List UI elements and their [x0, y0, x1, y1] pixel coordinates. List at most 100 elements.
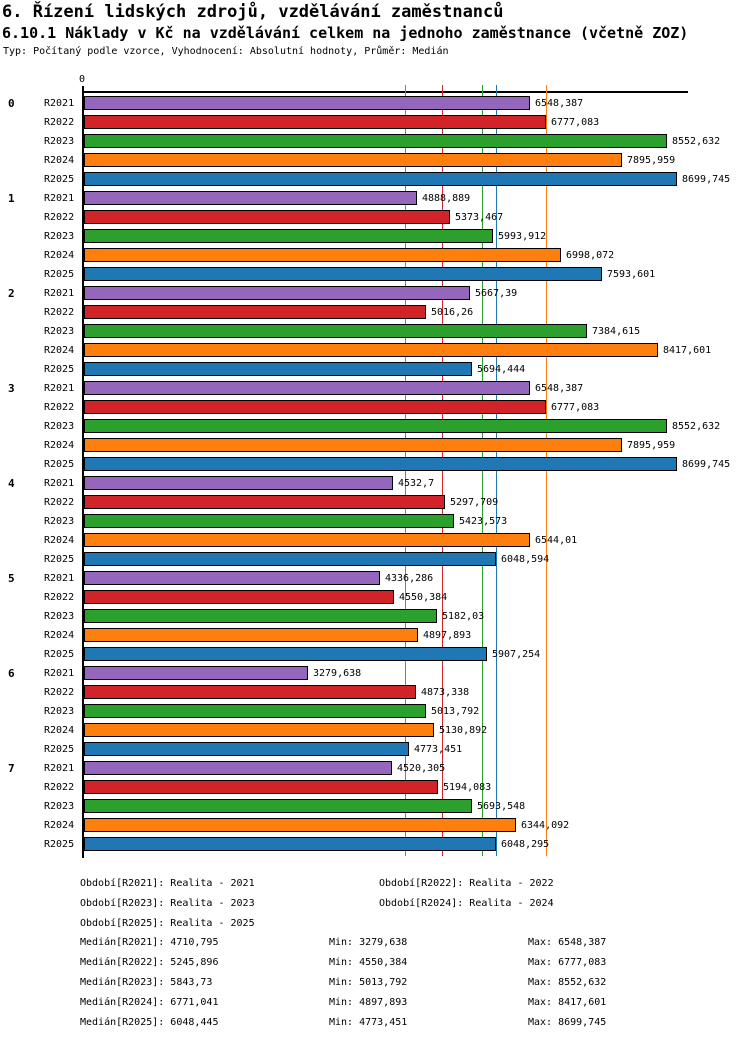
series-row-label: R2024 — [44, 630, 75, 641]
bar-value-label: 8699,745 — [682, 459, 731, 470]
bar-value-label: 5016,26 — [431, 307, 474, 318]
bar-value-label: 5694,444 — [477, 364, 526, 375]
min-value: Min: 3279,638 — [329, 937, 408, 948]
bar-value-label: 4873,338 — [421, 687, 470, 698]
bar-R2021-group-0 — [84, 96, 530, 110]
group-label: 6 — [8, 667, 15, 680]
legend-entry: Období[R2022]: Realita - 2022 — [379, 878, 554, 889]
series-row-label: R2021 — [44, 98, 75, 109]
series-row-label: R2023 — [44, 231, 75, 242]
bar-value-label: 4897,893 — [423, 630, 472, 641]
bar-value-label: 6548,387 — [535, 383, 584, 394]
series-row-label: R2021 — [44, 478, 75, 489]
bar-R2021-group-2 — [84, 286, 470, 300]
min-value: Min: 4897,893 — [329, 997, 408, 1008]
bar-value-label: 7384,615 — [592, 326, 641, 337]
series-row-label: R2024 — [44, 250, 75, 261]
bar-R2023-group-3 — [84, 419, 667, 433]
series-row-label: R2025 — [44, 364, 75, 375]
bar-value-label: 5194,083 — [443, 782, 492, 793]
bar-value-label: 6048,295 — [501, 839, 550, 850]
series-row-label: R2021 — [44, 763, 75, 774]
bar-R2022-group-0 — [84, 115, 546, 129]
bar-value-label: 5693,548 — [477, 801, 526, 812]
bar-R2021-group-6 — [84, 666, 308, 680]
bar-value-label: 7895,959 — [627, 155, 676, 166]
bar-R2023-group-2 — [84, 324, 587, 338]
bar-R2022-group-5 — [84, 590, 394, 604]
bar-R2024-group-4 — [84, 533, 530, 547]
group-label: 7 — [8, 762, 15, 775]
bar-R2023-group-6 — [84, 704, 426, 718]
bar-value-label: 5373,467 — [455, 212, 504, 223]
bar-R2022-group-6 — [84, 685, 416, 699]
x-axis-zero-tick-label: 0 — [78, 74, 86, 85]
median-value: Medián[R2022]: 5245,896 — [80, 957, 219, 968]
series-row-label: R2024 — [44, 535, 75, 546]
series-row-label: R2022 — [44, 402, 75, 413]
bar-R2024-group-0 — [84, 153, 622, 167]
bar-value-label: 6777,083 — [551, 402, 600, 413]
series-row-label: R2024 — [44, 725, 75, 736]
series-row-label: R2025 — [44, 459, 75, 470]
bar-R2021-group-1 — [84, 191, 417, 205]
series-row-label: R2023 — [44, 326, 75, 337]
series-row-label: R2022 — [44, 497, 75, 508]
bar-R2025-group-0 — [84, 172, 677, 186]
bar-value-label: 5667,39 — [475, 288, 518, 299]
bar-value-label: 8417,601 — [663, 345, 712, 356]
series-row-label: R2023 — [44, 516, 75, 527]
legend-entry: Období[R2025]: Realita - 2025 — [80, 918, 255, 929]
max-value: Max: 8552,632 — [528, 977, 607, 988]
bar-R2022-group-4 — [84, 495, 445, 509]
max-value: Max: 8699,745 — [528, 1017, 607, 1028]
series-row-label: R2024 — [44, 820, 75, 831]
series-row-label: R2022 — [44, 592, 75, 603]
page-title: 6. Řízení lidských zdrojů, vzdělávání za… — [2, 2, 504, 22]
series-row-label: R2025 — [44, 839, 75, 850]
series-row-label: R2022 — [44, 307, 75, 318]
bar-value-label: 5907,254 — [492, 649, 541, 660]
series-row-label: R2022 — [44, 782, 75, 793]
bar-R2021-group-4 — [84, 476, 393, 490]
chart-subtitle: Typ: Počítaný podle vzorce, Vyhodnocení:… — [3, 46, 449, 57]
median-value: Medián[R2025]: 6048,445 — [80, 1017, 219, 1028]
bar-value-label: 6777,083 — [551, 117, 600, 128]
min-value: Min: 4773,451 — [329, 1017, 408, 1028]
series-row-label: R2021 — [44, 193, 75, 204]
bar-R2021-group-3 — [84, 381, 530, 395]
series-row-label: R2025 — [44, 269, 75, 280]
series-row-label: R2022 — [44, 212, 75, 223]
legend-entry: Období[R2023]: Realita - 2023 — [80, 898, 255, 909]
bar-value-label: 4336,286 — [385, 573, 434, 584]
bar-value-label: 4550,384 — [399, 592, 448, 603]
min-value: Min: 5013,792 — [329, 977, 408, 988]
chart-title: 6.10.1 Náklady v Kč na vzdělávání celkem… — [2, 24, 689, 42]
series-row-label: R2023 — [44, 801, 75, 812]
bar-value-label: 4520,305 — [397, 763, 446, 774]
bar-R2022-group-7 — [84, 780, 438, 794]
bar-R2025-group-5 — [84, 647, 487, 661]
bar-value-label: 4532,7 — [398, 478, 435, 489]
bar-R2025-group-6 — [84, 742, 409, 756]
series-row-label: R2025 — [44, 174, 75, 185]
median-value: Medián[R2021]: 4710,795 — [80, 937, 219, 948]
min-value: Min: 4550,384 — [329, 957, 408, 968]
bar-R2025-group-4 — [84, 552, 496, 566]
series-row-label: R2021 — [44, 288, 75, 299]
group-label: 5 — [8, 572, 15, 585]
median-value: Medián[R2023]: 5843,73 — [80, 977, 213, 988]
max-value: Max: 6777,083 — [528, 957, 607, 968]
legend-entry: Období[R2021]: Realita - 2021 — [80, 878, 255, 889]
bar-value-label: 6048,594 — [501, 554, 550, 565]
bar-R2025-group-7 — [84, 837, 496, 851]
bar-R2022-group-2 — [84, 305, 426, 319]
bar-R2023-group-5 — [84, 609, 437, 623]
bar-value-label: 5423,573 — [459, 516, 508, 527]
group-label: 0 — [8, 97, 15, 110]
bar-R2024-group-5 — [84, 628, 418, 642]
series-row-label: R2021 — [44, 383, 75, 394]
legend-entry: Období[R2024]: Realita - 2024 — [379, 898, 554, 909]
bar-value-label: 3279,638 — [313, 668, 362, 679]
